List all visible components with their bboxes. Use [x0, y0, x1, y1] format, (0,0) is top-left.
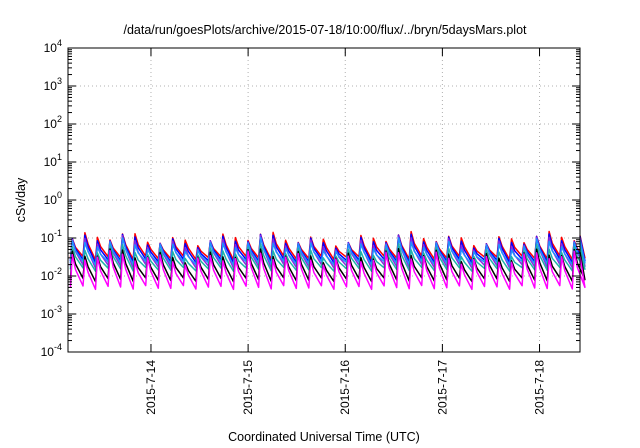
series-line — [69, 243, 586, 272]
series-line — [69, 236, 586, 266]
y-tick-label: 104 — [44, 38, 62, 55]
y-axis: 104 103 102 101 100 10-1 10-2 10-3 10-4 — [41, 38, 580, 359]
y-tick-label: 101 — [44, 152, 62, 169]
y-axis-label: cSv/day — [14, 177, 28, 222]
y-tick-label: 10-4 — [41, 342, 62, 359]
y-tick-label: 100 — [44, 190, 62, 207]
y-tick-label: 103 — [44, 76, 62, 93]
series-line — [69, 233, 586, 264]
y-tick-label: 10-2 — [41, 266, 62, 283]
series-line — [69, 249, 586, 291]
x-axis: 2015-7-14 2015-7-15 2015-7-16 2015-7-17 2015… — [144, 48, 547, 415]
y-tick-label: 102 — [44, 114, 62, 131]
y-tick-label: 10-1 — [41, 228, 62, 245]
series-line — [69, 248, 586, 283]
chart-title: /data/run/goesPlots/archive/2015-07-18/1… — [123, 23, 527, 37]
x-tick-label: 2015-7-14 — [144, 360, 158, 415]
x-tick-label: 2015-7-16 — [338, 360, 352, 415]
x-tick-label: 2015-7-15 — [241, 360, 255, 415]
x-axis-label: Coordinated Universal Time (UTC) — [228, 430, 420, 444]
grid — [68, 48, 580, 352]
x-tick-label: 2015-7-17 — [435, 360, 449, 415]
x-tick-label: 2015-7-18 — [533, 360, 547, 415]
series-layer — [69, 230, 586, 291]
y-tick-label: 10-3 — [41, 304, 62, 321]
